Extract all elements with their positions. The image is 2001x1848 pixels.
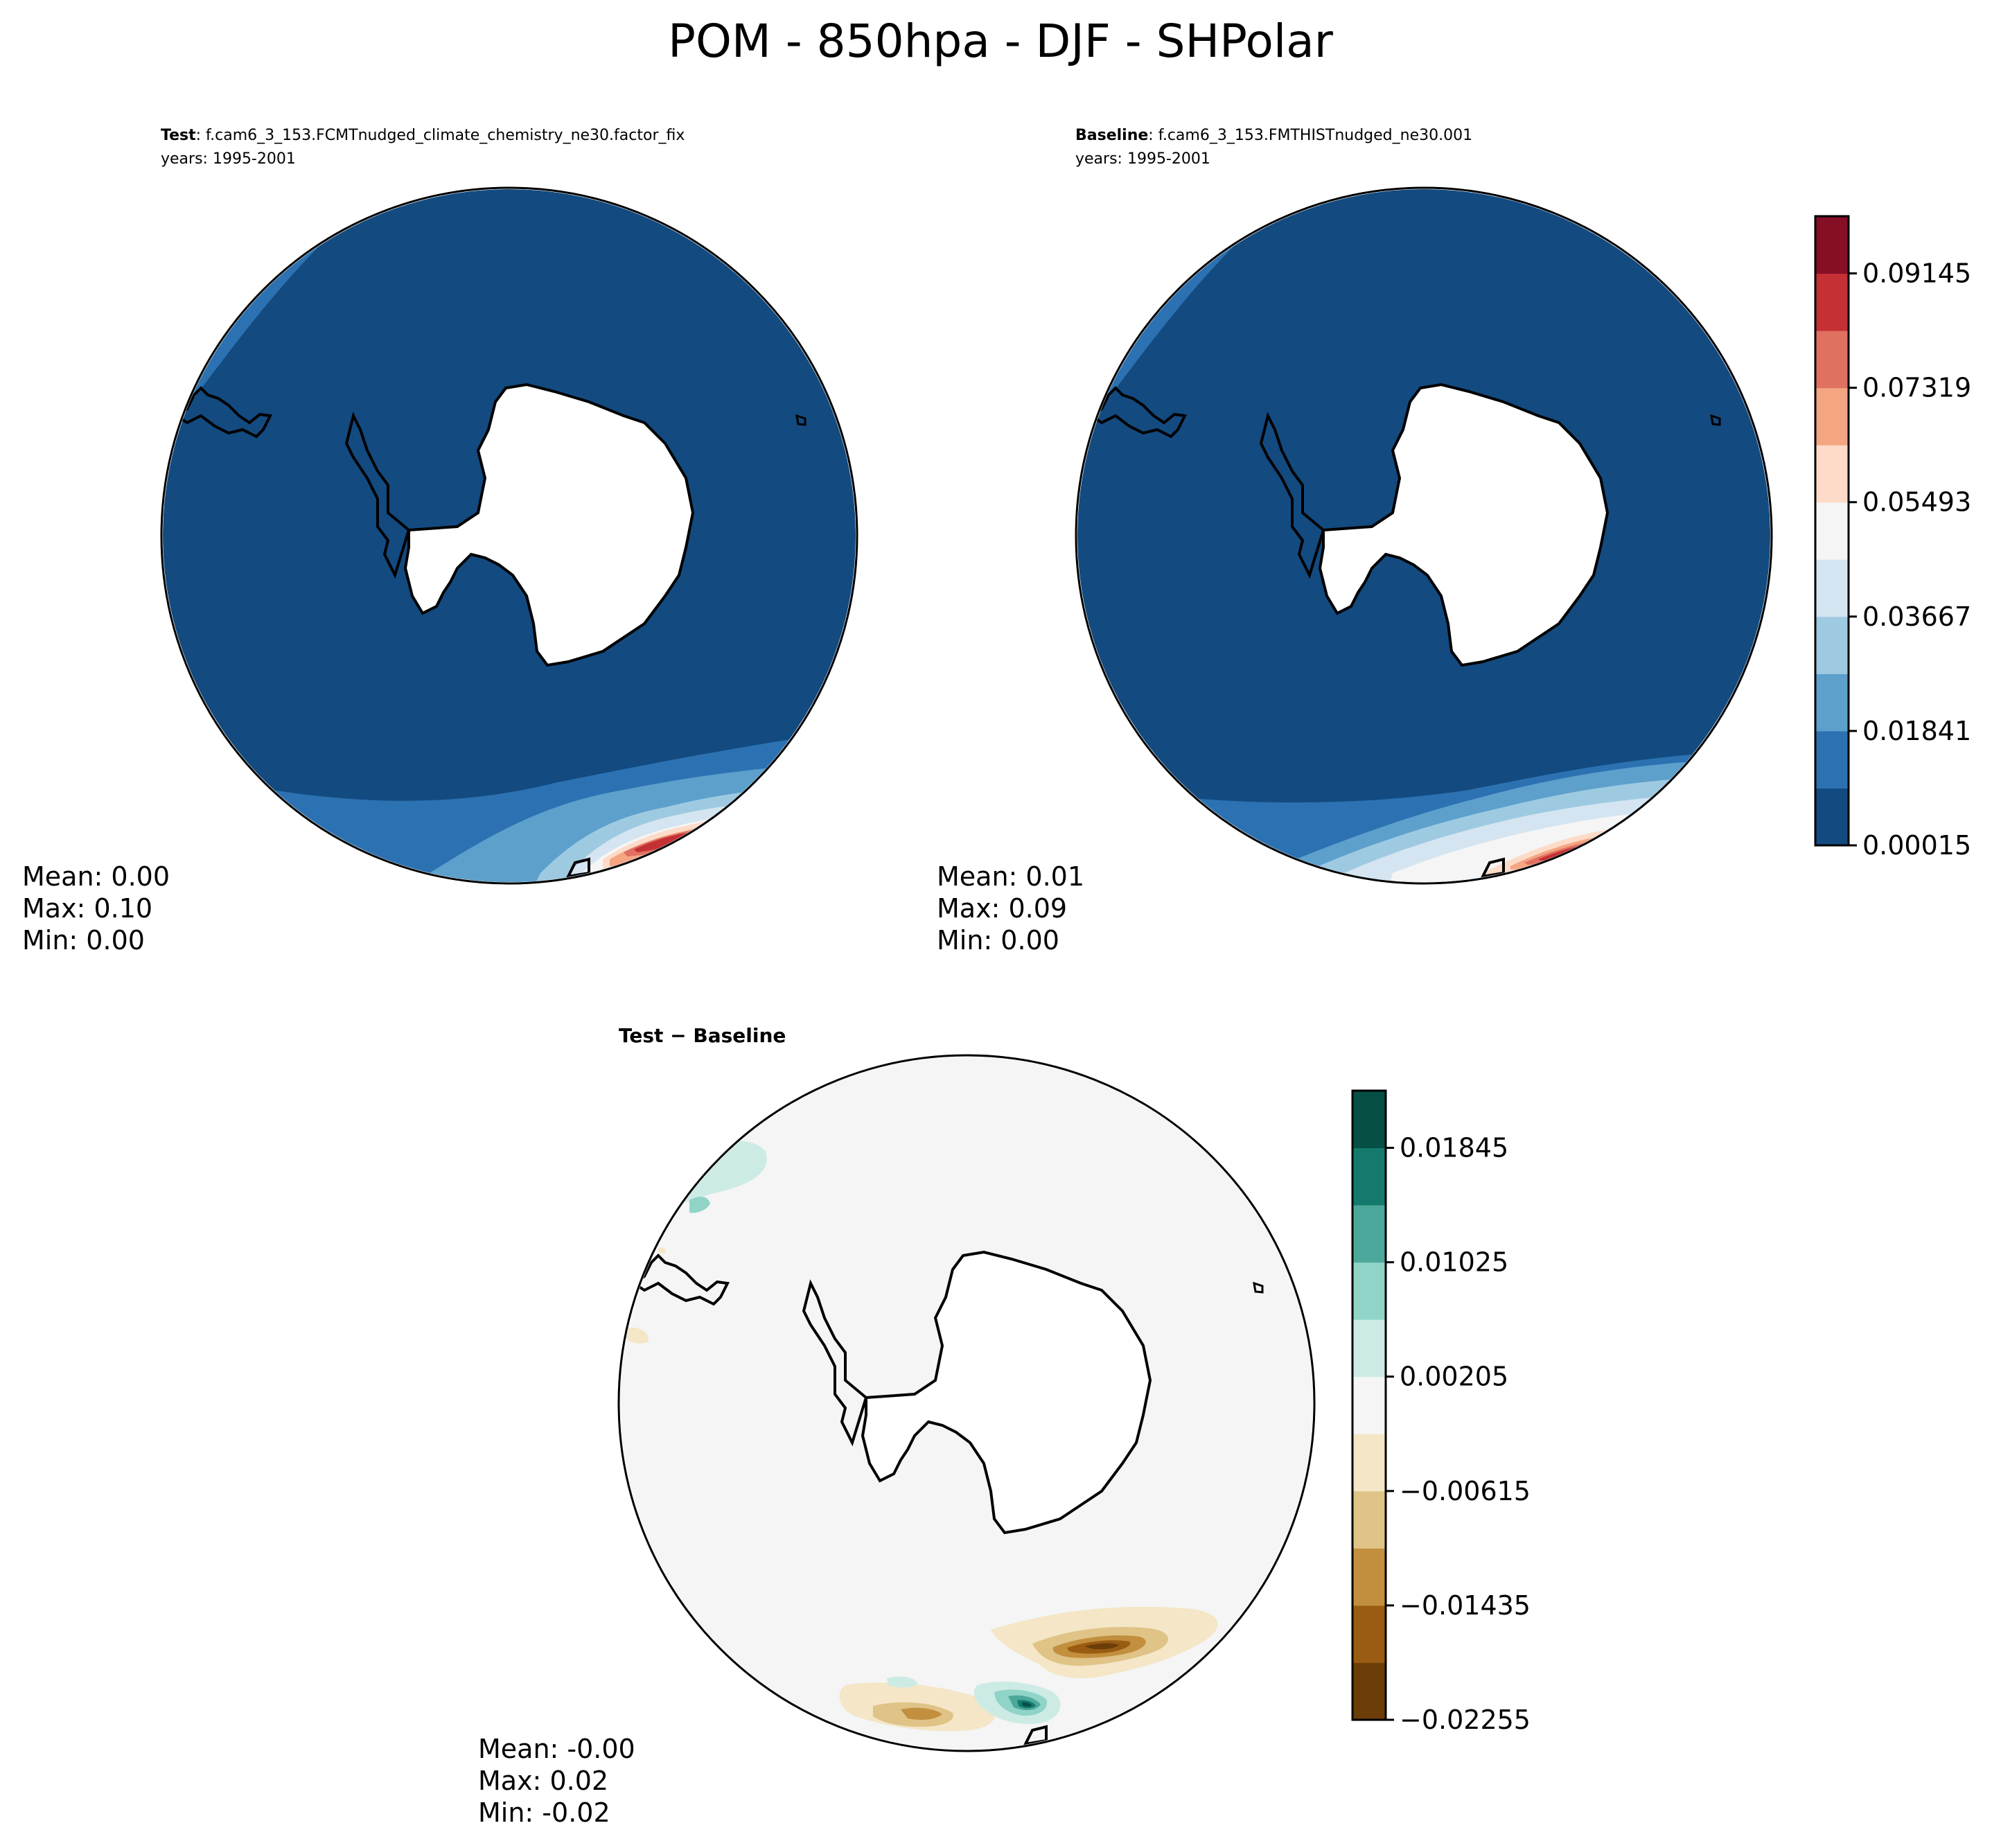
- colorbar-diff-segment: [1352, 1262, 1386, 1320]
- colorbar-diff-tick-label: 0.01845: [1400, 1133, 1508, 1163]
- diff-title: Test − Baseline: [619, 1024, 786, 1047]
- test-coastline-sa: [565, 857, 590, 879]
- diff-coastline: [802, 1250, 1152, 1535]
- colorbar-diff-segment: [1352, 1548, 1386, 1606]
- colorbar-diff-segment: [1352, 1205, 1386, 1263]
- test-map: [163, 189, 856, 882]
- test-stat-mean: Mean: 0.00: [22, 861, 170, 892]
- diff-stat-mean: Mean: -0.00: [478, 1734, 635, 1764]
- colorbar-main-tick-label: 0.07319: [1862, 373, 1971, 403]
- panel-test: Test: f.cam6_3_153.FCMTnudged_climate_ch…: [22, 127, 858, 956]
- colorbar-main-segment: [1815, 445, 1849, 503]
- diff-stat-max: Max: 0.02: [478, 1766, 608, 1796]
- diff-map-field: [620, 1057, 1313, 1750]
- panel-baseline: Baseline: f.cam6_3_153.FMTHISTnudged_ne3…: [937, 127, 1773, 956]
- baseline-years: years: 1995-2001: [1075, 150, 1210, 168]
- test-map-field: [163, 189, 856, 882]
- colorbar-main-segment: [1815, 273, 1849, 331]
- test-stat-max: Max: 0.10: [22, 893, 152, 924]
- colorbar-main-segment: [1815, 331, 1849, 389]
- baseline-coastline-sa: [1480, 857, 1505, 879]
- baseline-map-border: [1075, 186, 1773, 885]
- colorbar-main-tick-label: 0.00015: [1862, 830, 1971, 861]
- test-years: years: 1995-2001: [161, 150, 296, 168]
- baseline-stat-mean: Mean: 0.01: [937, 861, 1084, 892]
- diff-stat-min: Min: -0.02: [478, 1797, 610, 1828]
- colorbar-main: 0.00015 0.01841 0.03667 0.05493 0.07319 0.091…: [1814, 215, 1971, 861]
- test-coastline-nz: [174, 386, 273, 439]
- colorbar-main-segment: [1815, 674, 1849, 732]
- test-stat-min: Min: 0.00: [22, 925, 145, 956]
- diff-map-border: [617, 1054, 1316, 1752]
- baseline-coastline-nz: [1088, 386, 1188, 439]
- colorbar-main-segment: [1815, 559, 1849, 617]
- baseline-label: Baseline: f.cam6_3_153.FMTHISTnudged_ne3…: [1075, 127, 1472, 144]
- colorbar-main-border: [1814, 215, 1850, 847]
- colorbar-diff-segment: [1352, 1434, 1386, 1492]
- colorbar-diff-segment: [1352, 1490, 1386, 1549]
- colorbar-main-segment: [1815, 502, 1849, 560]
- baseline-coastline-island: [1710, 414, 1721, 426]
- colorbar-diff-tick-label: −0.01435: [1400, 1590, 1531, 1621]
- colorbar-main-tick-label: 0.03667: [1862, 601, 1971, 632]
- colorbar-main-segment: [1815, 788, 1849, 846]
- colorbar-diff-segment: [1352, 1605, 1386, 1663]
- baseline-stat-max: Max: 0.09: [937, 893, 1067, 924]
- test-case-name: : f.cam6_3_153.FCMTnudged_climate_chemis…: [196, 127, 685, 144]
- colorbar-diff-tick-label: −0.00615: [1400, 1476, 1531, 1506]
- colorbar-diff-segment: [1352, 1376, 1386, 1434]
- test-coastline-island: [795, 414, 806, 426]
- colorbar-main-segment: [1815, 730, 1849, 789]
- test-map-border: [160, 186, 858, 885]
- colorbar-main-segment: [1815, 216, 1849, 274]
- diff-map: [620, 1057, 1313, 1750]
- colorbar-diff-segment: [1352, 1319, 1386, 1378]
- baseline-label-name: Baseline: [1075, 127, 1148, 144]
- baseline-map: [1077, 189, 1770, 882]
- colorbar-diff-tick-label: 0.00205: [1400, 1362, 1508, 1392]
- figure-title: POM - 850hpa - DJF - SHPolar: [668, 15, 1334, 68]
- baseline-stat-min: Min: 0.00: [937, 925, 1059, 956]
- diff-coastline-sa: [1023, 1725, 1048, 1746]
- colorbar-main-tick-label: 0.09145: [1862, 258, 1971, 289]
- baseline-map-field: [1077, 189, 1770, 882]
- diff-coastline-nz: [631, 1253, 730, 1306]
- colorbar-diff-border: [1351, 1089, 1387, 1721]
- test-label-name: Test: [161, 127, 196, 144]
- colorbar-diff-tick-label: 0.01025: [1400, 1247, 1508, 1278]
- colorbar-diff: −0.02255 −0.01435 −0.00615 0.00205 0.01025 0.…: [1351, 1089, 1531, 1735]
- colorbar-main-segment: [1815, 387, 1849, 446]
- colorbar-diff-tick-label: −0.02255: [1400, 1705, 1531, 1735]
- baseline-case-name: : f.cam6_3_153.FMTHISTnudged_ne30.001: [1148, 127, 1472, 144]
- colorbar-diff-segment: [1352, 1091, 1386, 1149]
- panel-diff: Test − Baseline: [478, 1024, 1316, 1828]
- baseline-coastline: [1259, 382, 1610, 667]
- colorbar-main-segment: [1815, 616, 1849, 674]
- test-coastline: [344, 382, 695, 667]
- colorbar-diff-segment: [1352, 1662, 1386, 1721]
- colorbar-main-tick-label: 0.05493: [1862, 487, 1971, 518]
- colorbar-main-tick-label: 0.01841: [1862, 716, 1971, 746]
- test-label: Test: f.cam6_3_153.FCMTnudged_climate_ch…: [161, 127, 685, 144]
- colorbar-diff-segment: [1352, 1147, 1386, 1206]
- diff-coastline-island: [1253, 1281, 1264, 1294]
